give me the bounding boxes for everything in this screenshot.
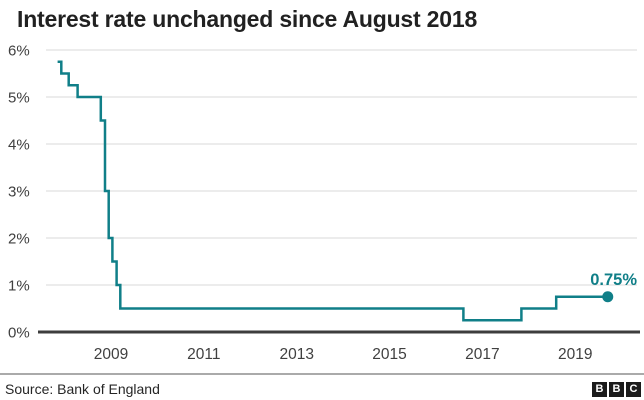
y-tick-label: 3% xyxy=(8,184,30,201)
x-tick-label: 2019 xyxy=(558,346,592,363)
interest-rate-chart: 6% 5% 4% 3% 2% 1% 0% 2009 2011 2013 2015 2017 2019 0.… xyxy=(8,43,640,363)
rate-line xyxy=(57,60,608,322)
y-tick-label: 6% xyxy=(8,43,30,60)
chart-title: Interest rate unchanged since August 201… xyxy=(17,6,478,32)
bbc-logo-block: B xyxy=(609,381,624,397)
x-tick-label: 2013 xyxy=(279,346,313,363)
end-point-marker xyxy=(602,291,614,303)
y-tick-label: 4% xyxy=(8,137,30,154)
bbc-logo-block: C xyxy=(626,381,641,397)
bbc-logo-block: B xyxy=(592,381,607,397)
end-value-label: 0.75% xyxy=(590,271,637,289)
x-tick-label: 2009 xyxy=(94,346,128,363)
bbc-logo: B B C xyxy=(592,381,641,397)
x-tick-label: 2011 xyxy=(187,346,220,363)
source-label: Source: Bank of England xyxy=(5,381,160,397)
y-tick-label: 2% xyxy=(8,231,30,248)
y-tick-label: 5% xyxy=(8,90,30,107)
chart-footer: Source: Bank of England B B C xyxy=(0,373,644,400)
x-tick-label: 2017 xyxy=(465,346,499,363)
x-tick-label: 2015 xyxy=(372,346,406,363)
y-tick-label: 1% xyxy=(8,278,30,295)
y-tick-label: 0% xyxy=(8,325,30,342)
